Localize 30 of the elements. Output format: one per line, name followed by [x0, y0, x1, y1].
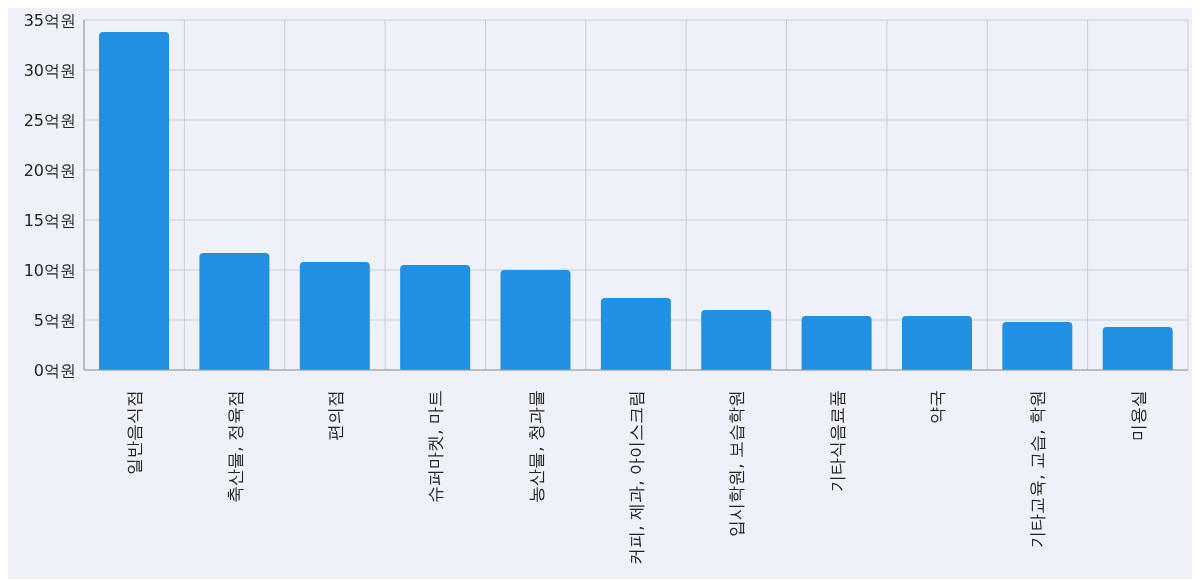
bar — [701, 310, 772, 370]
y-tick-label: 5억원 — [33, 310, 76, 330]
bar — [1002, 322, 1073, 370]
bar — [801, 316, 872, 370]
x-tick-label: 축산물, 정육점 — [224, 390, 245, 503]
x-tick-label: 커피, 제과, 아이스크림 — [626, 390, 646, 565]
x-tick-label: 미용실 — [1127, 390, 1148, 441]
bar — [901, 316, 972, 370]
x-tick-label: 기타교육, 교습, 학원 — [1027, 390, 1048, 548]
y-tick-label: 0억원 — [33, 360, 76, 380]
y-tick-label: 20억원 — [23, 160, 76, 180]
y-tick-label: 30억원 — [23, 60, 76, 80]
x-tick-label: 일반음식점 — [124, 390, 145, 475]
x-tick-label: 기타식음료품 — [826, 390, 847, 492]
bar — [500, 270, 571, 370]
bar — [299, 262, 370, 370]
bar — [1102, 327, 1173, 370]
x-tick-label: 슈퍼마켓, 마트 — [425, 390, 446, 503]
x-tick-label: 입시학원, 보습학원 — [726, 390, 747, 537]
bar — [400, 265, 471, 370]
y-tick-label: 25억원 — [23, 110, 76, 130]
y-tick-label: 15억원 — [23, 210, 76, 230]
x-tick-label: 농산물, 청과물 — [525, 390, 546, 503]
y-tick-label: 35억원 — [23, 10, 76, 30]
x-tick-label: 약국 — [927, 390, 948, 424]
bar — [199, 253, 270, 370]
bar — [600, 298, 671, 370]
x-tick-label: 편의점 — [324, 390, 345, 441]
y-tick-label: 10억원 — [23, 260, 76, 280]
bar — [99, 32, 170, 370]
